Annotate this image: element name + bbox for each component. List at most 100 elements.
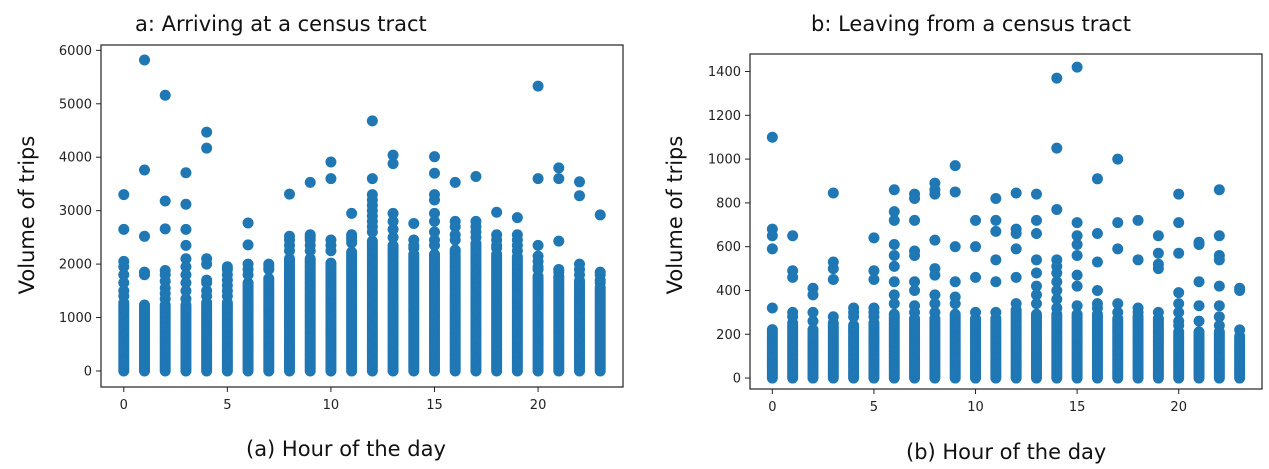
chart-a-point (532, 263, 544, 275)
chart-a-column-6 (242, 217, 254, 377)
chart-a-point (139, 164, 150, 176)
chart-a-column-9 (304, 176, 316, 377)
chart-a-point (449, 234, 461, 246)
chart-a-column-17 (470, 170, 482, 377)
chart-a-ytick-label: 1000 (59, 311, 92, 326)
chart-a-point (532, 80, 544, 92)
chart-a-point (574, 176, 585, 188)
chart-a-point (532, 239, 544, 251)
chart-a-point (553, 235, 565, 247)
chart-a-point (553, 173, 565, 185)
chart-a-point (284, 188, 295, 200)
chart-a-point (366, 173, 378, 185)
chart-a-point (284, 245, 295, 257)
chart-a-point (325, 173, 337, 185)
chart-a-point (139, 269, 150, 281)
chart-a-point (118, 261, 130, 273)
chart-a-point (387, 149, 399, 161)
chart-a-point (429, 248, 440, 260)
chart-a-xtick-label: 10 (323, 398, 340, 413)
chart-a-point (180, 253, 192, 265)
chart-a-column-5 (221, 261, 233, 377)
chart-a-point (139, 54, 150, 66)
chart-a-column-2 (159, 89, 171, 377)
chart-a-point (284, 253, 295, 265)
chart-a-point (429, 167, 440, 179)
chart-a-point (304, 245, 316, 257)
chart-a-point (408, 242, 420, 254)
chart-a-column-4 (201, 126, 213, 377)
chart-a-point (139, 299, 150, 311)
chart-a-point (408, 217, 420, 229)
chart-a-point (491, 206, 503, 218)
chart-a-column-19 (511, 212, 523, 377)
chart-a-point (304, 176, 316, 188)
chart-a-point (553, 266, 565, 278)
chart-a-point (180, 223, 192, 235)
chart-a-point (511, 245, 523, 257)
chart-a-xtick-label: 20 (530, 398, 547, 413)
chart-a-ytick-label: 5000 (59, 97, 92, 112)
chart-a-point (325, 156, 337, 168)
chart-a-point (511, 212, 523, 224)
chart-a-point (574, 190, 585, 202)
chart-a-point (221, 290, 233, 302)
chart-a-point (449, 244, 461, 256)
chart-a-ytick-label: 6000 (59, 44, 92, 59)
chart-a-xtick-label: 15 (426, 398, 443, 413)
chart-a-column-22 (574, 176, 585, 377)
chart-a-point (201, 126, 213, 138)
chart-a-column-3 (180, 167, 192, 377)
chart-a-ytick-label: 4000 (59, 151, 92, 166)
chart-a-point (553, 162, 565, 174)
chart-a-point (594, 209, 606, 221)
chart-a-point (491, 242, 503, 254)
chart-a-ytick-label: 0 (84, 364, 92, 379)
chart-a-column-7 (263, 258, 275, 377)
chart-a-xtick-label: 5 (223, 398, 231, 413)
chart-a-point (449, 176, 461, 188)
chart-a-column-12 (366, 115, 378, 377)
chart-a-column-11 (346, 207, 358, 377)
chart-a-point (180, 239, 192, 251)
chart-a-point (574, 269, 585, 281)
chart-b-title: b: Leaving from a census tract (811, 12, 1132, 36)
chart-a-point (366, 235, 378, 247)
chart-a-point (159, 223, 171, 235)
chart-a-point (180, 293, 192, 305)
chart-a-xtick-label: 0 (120, 398, 128, 413)
chart-a-point (387, 158, 399, 170)
chart-a-point (180, 269, 192, 281)
chart-b-xlabel: (b) Hour of the day (906, 440, 1107, 464)
chart-a-point (159, 195, 171, 207)
chart-a-point (263, 273, 275, 285)
chart-a-point (346, 207, 358, 219)
chart-a-column-8 (284, 188, 295, 377)
chart-a-column-1 (139, 54, 150, 377)
chart-a-point (449, 221, 461, 233)
chart-a-point (429, 151, 440, 163)
chart-a-ytick-label: 3000 (59, 204, 92, 219)
chart-a-point (594, 277, 606, 289)
chart-a-point (263, 263, 275, 275)
chart-a-point (387, 240, 399, 252)
chart-a-point (366, 226, 378, 238)
chart-a-point (201, 277, 213, 289)
chart-a-point (429, 207, 440, 219)
chart-a-point (118, 269, 130, 281)
chart-a-column-0 (118, 189, 130, 377)
chart-a-column-16 (449, 176, 461, 377)
chart-a-point (159, 293, 171, 305)
chart-a-point (346, 246, 358, 258)
chart-a-axes-frame (100, 44, 624, 388)
chart-a-point (180, 285, 192, 297)
chart-a-point (532, 173, 544, 185)
chart-a-column-21 (553, 162, 565, 377)
chart-a-point (325, 245, 337, 257)
chart-a-column-20 (532, 80, 544, 377)
chart-a-point (387, 215, 399, 227)
chart-a-point (118, 189, 130, 201)
chart-a-point (429, 194, 440, 206)
chart-a-point (242, 217, 254, 229)
